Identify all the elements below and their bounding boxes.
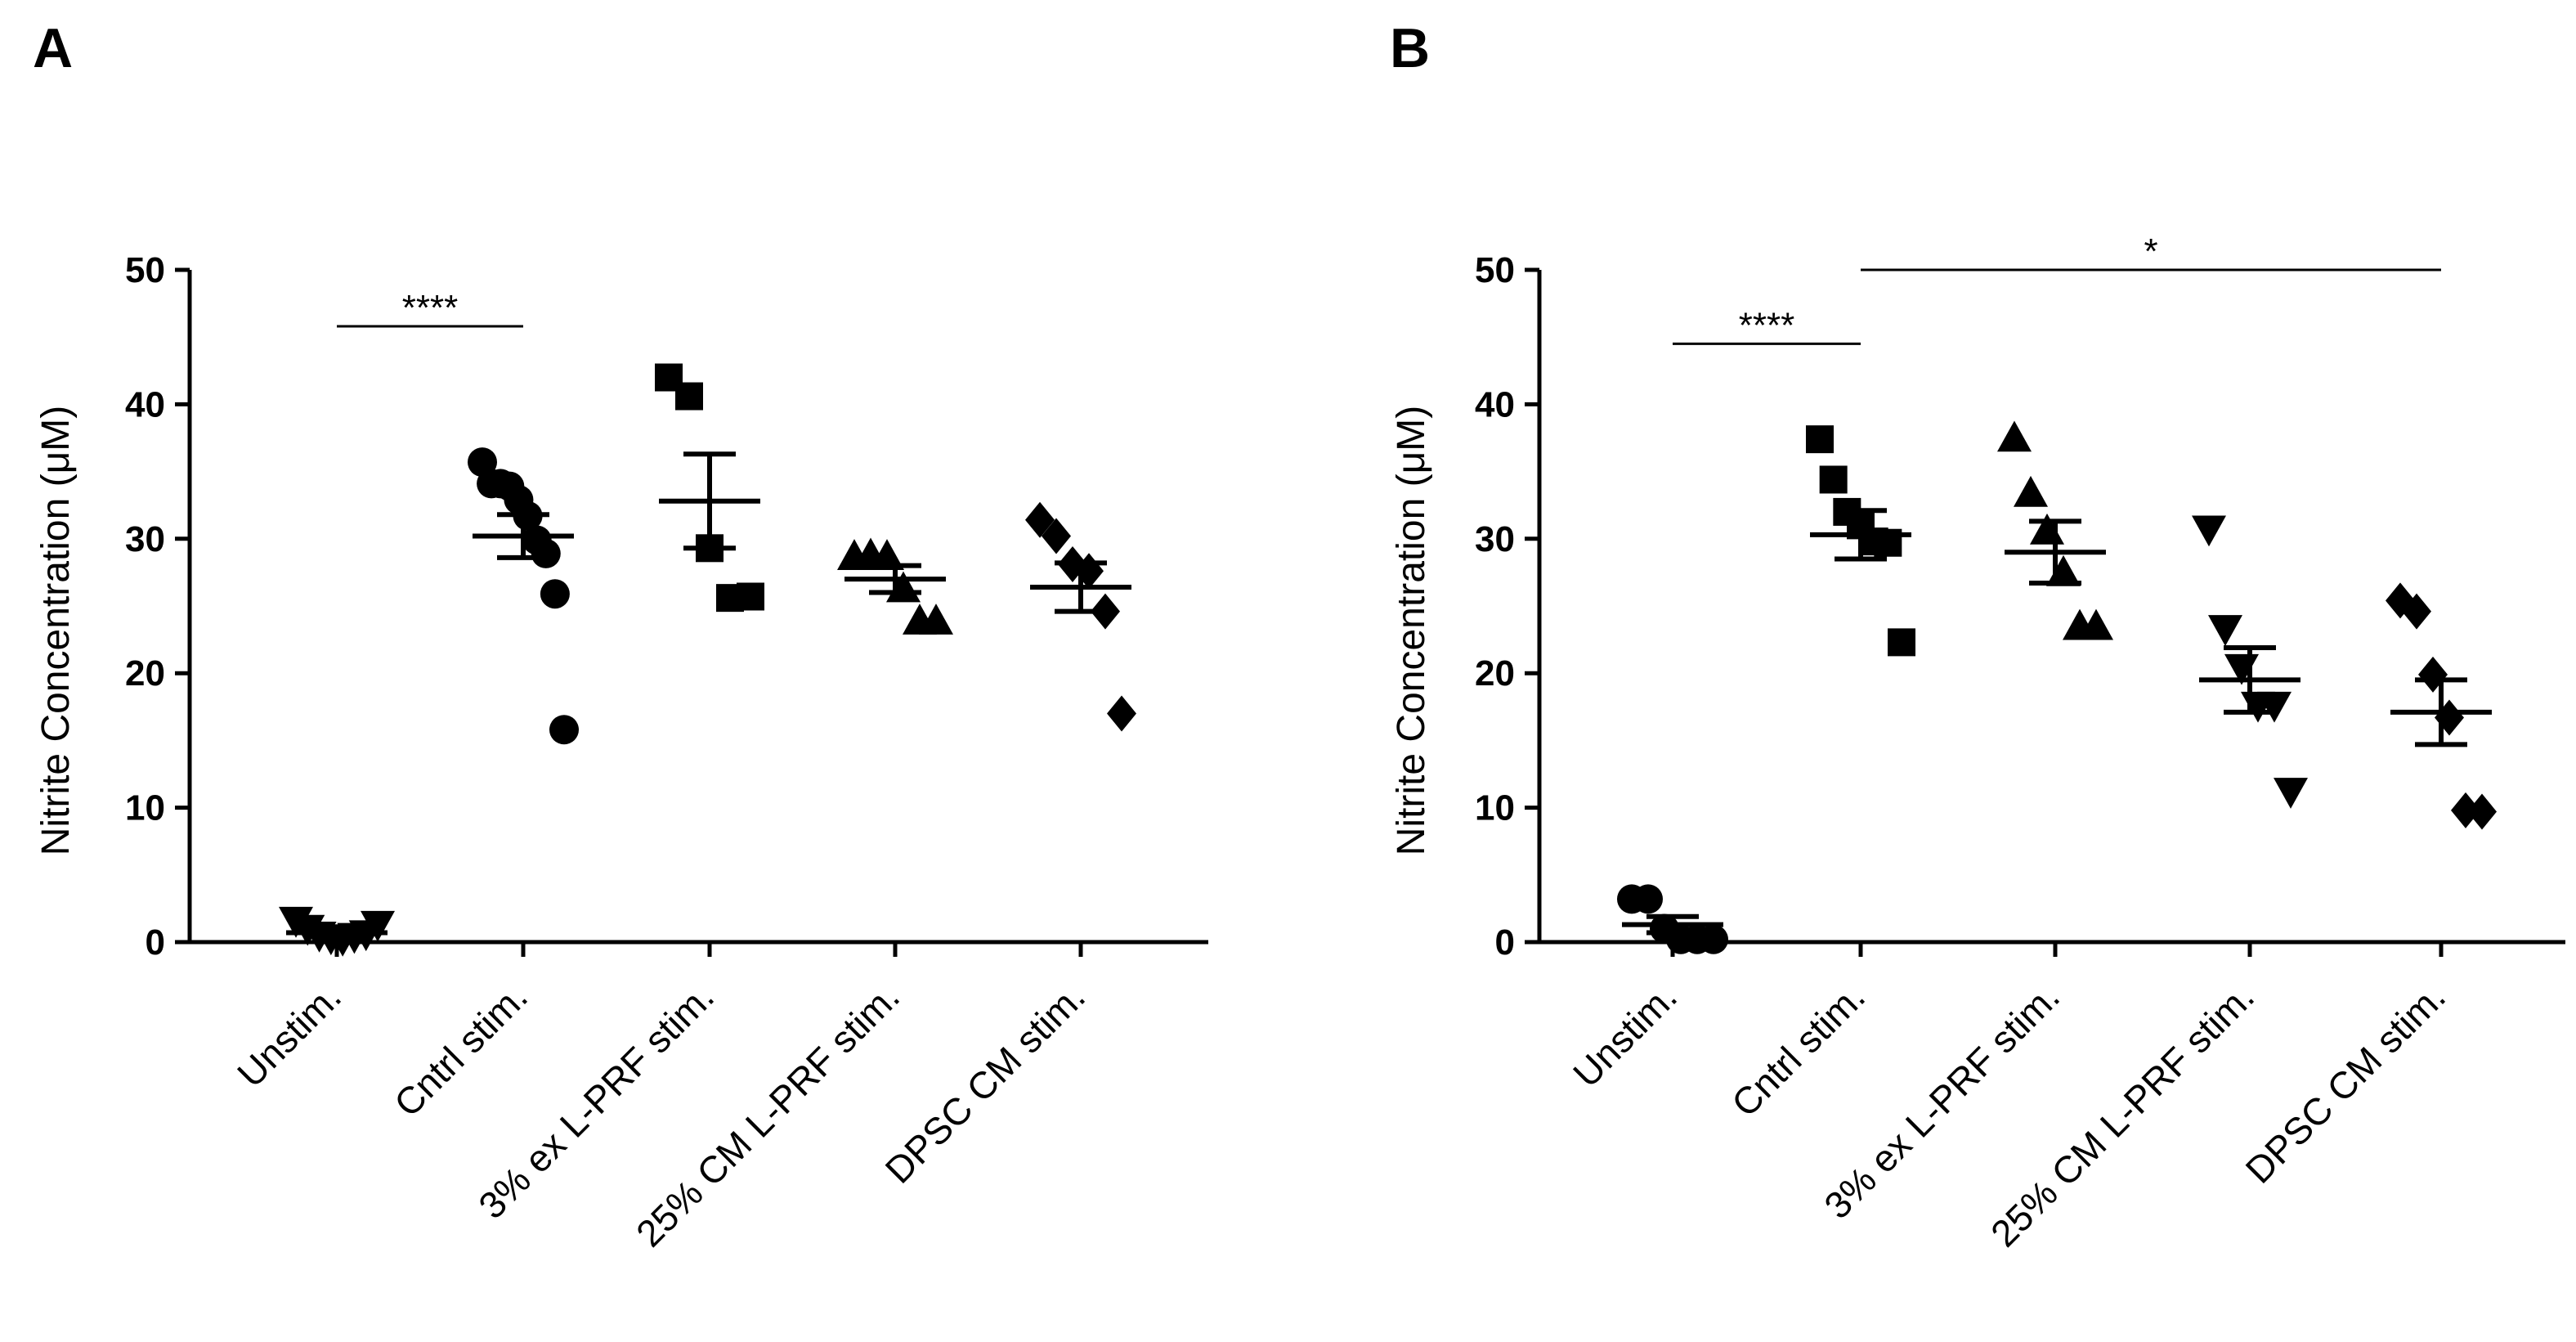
series-2: [1806, 425, 1915, 657]
significance-label: *: [2144, 231, 2157, 272]
series-4: [2192, 515, 2308, 809]
y-tick-label: 30: [1475, 519, 1515, 559]
data-point: [1107, 695, 1136, 732]
series-3: [1997, 420, 2113, 640]
data-point: [361, 910, 395, 942]
data-point: [2274, 778, 2308, 809]
data-point: [919, 604, 953, 635]
significance-label: ****: [402, 288, 459, 328]
series-4: [837, 537, 953, 635]
y-tick-label: 10: [125, 788, 165, 828]
x-tick-label: DPSC CM stim.: [2238, 975, 2453, 1191]
data-point: [1806, 425, 1834, 454]
series-2: [468, 447, 579, 745]
panel-label: A: [33, 17, 73, 79]
x-tick-label: DPSC CM stim.: [877, 975, 1093, 1191]
y-axis-title: Nitrite Concentration (μM): [1390, 406, 1433, 855]
y-tick-label: 50: [1475, 250, 1515, 290]
data-point: [737, 582, 764, 611]
series-3: [655, 363, 764, 613]
data-point: [1042, 518, 1071, 554]
data-point: [886, 571, 921, 603]
panel-b: B 0 10 20 30 40 50 Nitrite Concentration (μM) Un…: [1390, 17, 2565, 1255]
x-tick-label: Unstim.: [229, 975, 349, 1095]
y-tick-label: 20: [125, 653, 165, 693]
x-tick-label: Unstim.: [1565, 975, 1685, 1095]
data-point: [2014, 475, 2048, 507]
series-1: [1617, 884, 1728, 954]
data-point: [2030, 513, 2064, 545]
data-point: [1025, 501, 1055, 538]
data-point: [870, 539, 904, 570]
y-tick-label: 20: [1475, 653, 1515, 693]
data-point: [540, 579, 570, 609]
y-tick-label: 10: [1475, 788, 1515, 828]
x-tick-label: Cntrl stim.: [386, 975, 535, 1124]
y-tick-label: 50: [125, 250, 165, 290]
series-5: [2386, 582, 2497, 830]
panel-a: A 0 10 20 30 40 50 Nitrite Concentration (μM) Un…: [33, 17, 1208, 1255]
data-point: [2208, 615, 2242, 646]
x-tick-label: Cntrl stim.: [1723, 975, 1873, 1124]
data-point: [1888, 628, 1915, 657]
series-5: [1025, 501, 1136, 732]
y-tick-label: 0: [1495, 922, 1515, 963]
y-tick-label: 40: [125, 384, 165, 424]
y-tick-label: 40: [1475, 384, 1515, 424]
data-point: [2192, 515, 2226, 547]
data-point: [1633, 884, 1663, 914]
panel-label: B: [1390, 17, 1430, 79]
data-point: [2079, 608, 2113, 640]
data-point: [1997, 420, 2032, 452]
data-point: [1699, 924, 1728, 954]
y-axis-title: Nitrite Concentration (μM): [34, 406, 78, 855]
data-point: [549, 715, 579, 745]
data-point: [2451, 792, 2480, 828]
data-point: [675, 382, 703, 411]
y-tick-label: 30: [125, 519, 165, 559]
y-tick-label: 0: [146, 922, 165, 963]
data-point: [531, 538, 561, 568]
data-point: [2257, 691, 2292, 723]
data-point: [2402, 593, 2431, 630]
data-point: [2467, 793, 2497, 830]
data-point: [1819, 465, 1848, 494]
series-1: [279, 906, 395, 957]
significance-label: ****: [1739, 305, 1795, 345]
